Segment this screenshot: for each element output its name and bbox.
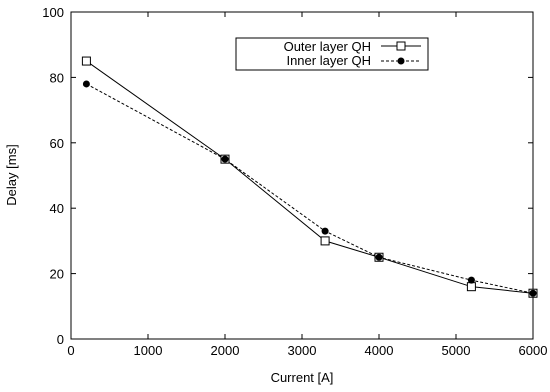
data-point-inner xyxy=(375,253,383,261)
data-point-outer xyxy=(466,282,476,292)
legend-label-outer: Outer layer QH xyxy=(284,39,371,54)
data-point-inner xyxy=(467,276,475,284)
y-axis-title: Delay [ms] xyxy=(4,144,19,205)
x-tick-label: 4000 xyxy=(365,343,394,358)
y-tick-label: 100 xyxy=(42,5,64,20)
series-line-outer xyxy=(86,60,534,294)
x-tick-label: 1000 xyxy=(134,343,163,358)
x-tick-label: 5000 xyxy=(442,343,471,358)
legend-label-inner: Inner layer QH xyxy=(286,53,371,68)
legend-box xyxy=(235,37,429,71)
y-tick-label: 0 xyxy=(57,332,64,347)
x-tick-label: 2000 xyxy=(211,343,240,358)
data-point-inner xyxy=(321,227,329,235)
data-point-outer xyxy=(81,56,91,66)
y-tick-label: 80 xyxy=(50,70,64,85)
data-point-inner xyxy=(82,80,90,88)
x-axis-title: Current [A] xyxy=(271,370,334,385)
legend-marker-outer xyxy=(396,41,406,51)
ticks: 0 1000 2000 3000 4000 5000 6000 0 20 40 60 80 100 xyxy=(42,5,547,358)
y-tick-label: 40 xyxy=(50,201,64,216)
y-tick-label: 20 xyxy=(50,267,64,282)
y-tick-label: 60 xyxy=(50,136,64,151)
legend: Outer layer QH Inner layer QH xyxy=(235,37,429,71)
data-point-inner xyxy=(529,289,537,297)
series-line-inner xyxy=(86,83,534,294)
data-point-outer xyxy=(320,236,330,246)
data-point-inner xyxy=(221,155,229,163)
x-tick-label: 6000 xyxy=(519,343,548,358)
x-tick-label: 0 xyxy=(67,343,74,358)
series-layer xyxy=(81,56,538,298)
legend-marker-inner xyxy=(397,57,405,65)
x-tick-label: 3000 xyxy=(288,343,317,358)
